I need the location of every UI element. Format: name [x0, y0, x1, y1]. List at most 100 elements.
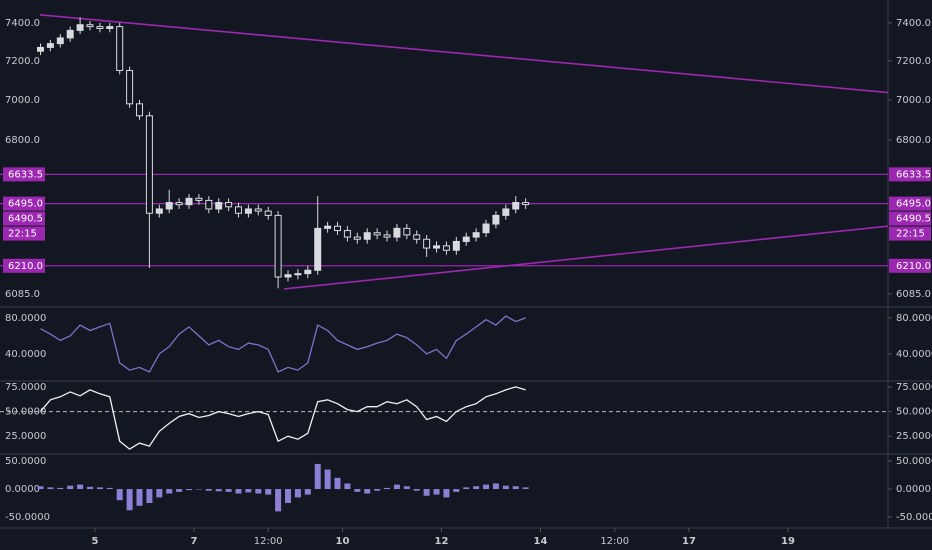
- candle-body: [175, 202, 183, 206]
- y-tick-label: 6800.0: [896, 135, 931, 146]
- y-tick-label: 0.0000: [896, 484, 931, 495]
- histogram-bar: [473, 486, 480, 490]
- candle-body: [126, 69, 134, 105]
- histogram-bar: [384, 487, 391, 490]
- candle-body: [482, 223, 490, 234]
- candle-body: [155, 208, 163, 214]
- trendline: [39, 14, 889, 94]
- histogram-bar: [77, 484, 84, 490]
- x-tick-label: 17: [682, 536, 696, 547]
- candle-body: [86, 24, 94, 28]
- y-tick-label: 75.0000: [896, 382, 932, 393]
- indicator-line: [40, 315, 526, 373]
- histogram-bar: [512, 486, 519, 490]
- candle-body: [383, 234, 391, 238]
- price-box: [889, 196, 931, 211]
- candle-body: [145, 115, 153, 214]
- candle-body: [314, 227, 322, 271]
- histogram-bar: [146, 489, 153, 503]
- y-tick-label-left: 25.0000: [5, 431, 46, 442]
- histogram-bar: [354, 489, 361, 492]
- last-price-label: 6490.5: [896, 214, 931, 225]
- candle-body: [403, 227, 411, 236]
- price-box: [3, 258, 45, 273]
- histogram-bar: [195, 489, 202, 490]
- candle-body: [294, 273, 302, 276]
- y-tick-label: 6085.0: [896, 289, 931, 300]
- candle-body: [254, 208, 262, 212]
- candle-body: [76, 24, 84, 31]
- histogram-bar: [86, 486, 93, 490]
- candle-body: [304, 269, 312, 275]
- histogram-bar: [235, 489, 242, 494]
- histogram-bar: [334, 477, 341, 490]
- histogram-bar: [106, 487, 113, 490]
- y-tick-label: 40.0000: [896, 349, 932, 360]
- candle-body: [512, 202, 520, 210]
- candle-body: [244, 208, 252, 214]
- histogram-bar: [186, 489, 193, 491]
- y-tick-label-left: 0.0000: [5, 484, 40, 495]
- candle-body: [522, 202, 530, 206]
- price-box: [3, 196, 45, 211]
- x-tick-label: 19: [781, 536, 795, 547]
- histogram-bar: [463, 487, 470, 490]
- histogram-bar: [215, 489, 222, 492]
- histogram-bar: [285, 489, 292, 503]
- histogram-bar: [116, 489, 123, 501]
- price-box-label: 6495.0: [8, 199, 43, 210]
- candle-body: [264, 210, 272, 216]
- candle-body: [66, 29, 74, 39]
- histogram-bar: [413, 489, 420, 491]
- histogram-bar: [364, 489, 371, 494]
- candle-body: [324, 225, 332, 229]
- x-tick-label: 12: [435, 536, 449, 547]
- y-tick-label-left: 40.0000: [5, 349, 46, 360]
- x-tick-label: 12:00: [600, 536, 629, 547]
- candle-body: [225, 202, 233, 208]
- price-box-label: 6210.0: [8, 261, 43, 272]
- x-tick-label: 7: [190, 536, 197, 547]
- histogram-bar: [423, 489, 430, 496]
- histogram-bar: [393, 484, 400, 490]
- candle-body: [205, 199, 213, 210]
- histogram-bar: [265, 489, 272, 495]
- y-tick-label-left: 80.0000: [5, 313, 46, 324]
- frame: [0, 0, 932, 529]
- countdown-box: [3, 226, 45, 241]
- y-tick-label-left: 6800.0: [5, 135, 40, 146]
- candle-body: [235, 206, 243, 214]
- histogram-bar: [245, 489, 252, 493]
- candle-body: [393, 227, 401, 238]
- candle-body: [165, 202, 173, 210]
- candle-body: [106, 26, 114, 29]
- y-tick-label: 50.0000: [896, 456, 932, 467]
- histogram-bar: [156, 489, 163, 498]
- candle-body: [433, 245, 441, 249]
- price-box: [3, 167, 45, 182]
- histogram-bar: [294, 489, 301, 498]
- y-tick-label: 25.0000: [896, 431, 932, 442]
- histogram-bar: [176, 489, 183, 492]
- candle-body: [413, 234, 421, 240]
- candle-body: [452, 240, 460, 251]
- histogram-bar: [136, 489, 143, 506]
- x-tick-label: 5: [91, 536, 98, 547]
- last-price-box: [889, 211, 931, 226]
- histogram-bar: [166, 489, 173, 494]
- candle-body: [353, 236, 361, 240]
- candle-body: [343, 230, 351, 238]
- price-box: [889, 167, 931, 182]
- candle-body: [284, 274, 292, 278]
- y-tick-label: 7000.0: [896, 95, 931, 106]
- candle-body: [373, 232, 381, 236]
- y-tick-label-left: -50.0000: [5, 512, 50, 523]
- histogram-bar: [522, 487, 529, 490]
- last-price-label: 6490.5: [8, 214, 43, 225]
- histogram-bar: [275, 489, 282, 512]
- candle-body: [492, 214, 500, 225]
- candle-body: [442, 245, 450, 251]
- y-tick-label-left: 7000.0: [5, 95, 40, 106]
